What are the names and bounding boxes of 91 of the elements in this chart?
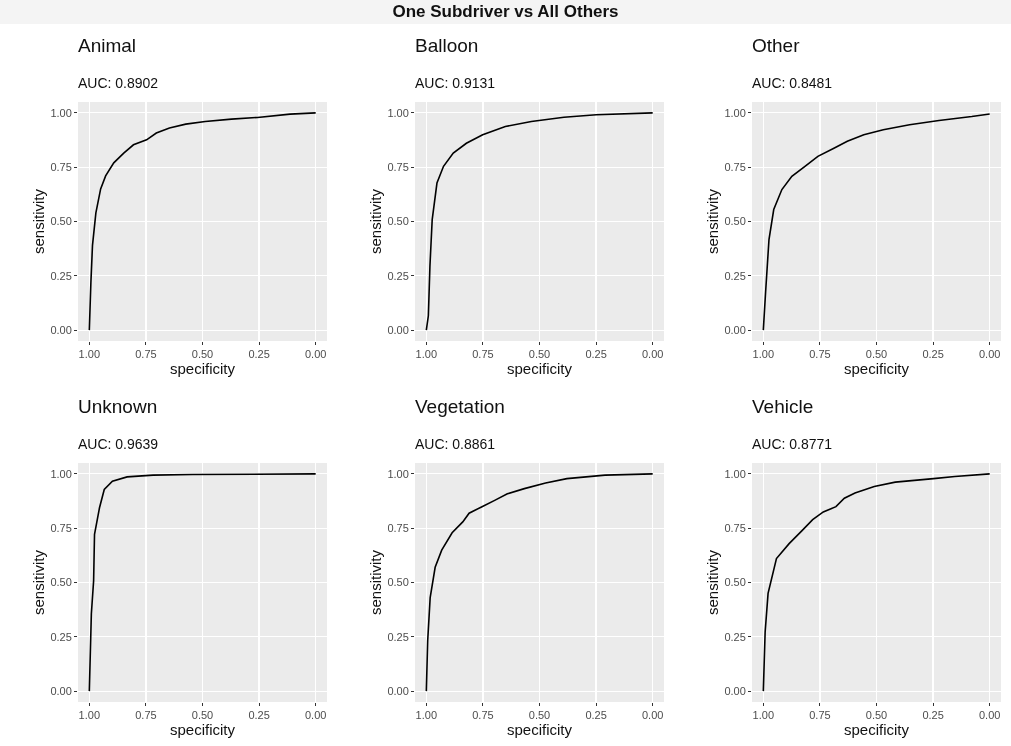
y-tick-label: 0.50 (387, 215, 409, 228)
chart-title: Animal (78, 34, 137, 56)
x-tick-label: 0.25 (922, 709, 944, 722)
y-tick-label: 0.25 (50, 269, 72, 282)
y-axis-title: sensitivity (366, 549, 384, 616)
y-tick-label: 1.00 (50, 106, 72, 119)
y-tick-label: 0.50 (724, 576, 746, 589)
x-tick-label: 0.00 (304, 709, 327, 722)
x-tick-label: 0.25 (922, 348, 944, 361)
chart-title: Balloon (415, 34, 479, 56)
x-tick-label: 0.50 (865, 709, 888, 722)
y-tick-label: 0.50 (387, 576, 409, 589)
chart-subtitle: AUC: 0.9639 (78, 435, 159, 452)
y-tick-label: 0.50 (50, 215, 72, 228)
y-tick-label: 0.25 (50, 630, 72, 643)
line-series (88, 112, 317, 331)
chart-title: Other (752, 34, 801, 56)
x-tick-label: 0.50 (865, 348, 888, 361)
x-tick-label: 0.75 (472, 709, 494, 722)
x-tick-label: 0.25 (248, 348, 270, 361)
y-tick-label: 0.00 (724, 684, 746, 697)
x-tick-label: 0.75 (809, 709, 831, 722)
y-tick-label: 1.00 (724, 106, 746, 119)
x-tick-label: 0.00 (304, 348, 327, 361)
chart-title: Vegetation (415, 395, 505, 417)
x-tick-label: 1.00 (752, 348, 775, 361)
y-tick-label: 0.00 (50, 323, 72, 336)
chart-subtitle: AUC: 0.8902 (78, 74, 159, 91)
y-tick-label: 0.50 (724, 215, 746, 228)
text: One Subdriver vs All Others (0, 0, 1011, 25)
x-tick-label: 0.00 (978, 348, 1001, 361)
x-tick-label: 0.50 (528, 709, 551, 722)
x-axis-title: specificity (506, 360, 573, 378)
x-tick-label: 0.25 (585, 348, 607, 361)
y-tick-label: 1.00 (724, 467, 746, 480)
x-axis-title: specificity (506, 721, 573, 739)
y-tick-label: 0.75 (50, 161, 72, 174)
chart-subtitle: AUC: 0.8861 (415, 435, 496, 452)
line-series (425, 112, 654, 331)
x-tick-label: 1.00 (752, 709, 775, 722)
x-tick-label: 0.75 (472, 348, 494, 361)
x-tick-label: 0.75 (135, 348, 157, 361)
x-tick-label: 0.00 (641, 709, 664, 722)
x-tick-label: 0.25 (248, 709, 270, 722)
y-tick-label: 0.00 (387, 323, 409, 336)
y-axis-title: sensitivity (366, 188, 384, 255)
y-tick-label: 1.00 (387, 467, 409, 480)
x-tick-label: 0.50 (528, 348, 551, 361)
x-tick-label: 1.00 (415, 709, 438, 722)
y-tick-label: 0.75 (387, 522, 409, 535)
y-tick-label: 0.75 (724, 522, 746, 535)
y-tick-label: 0.00 (50, 684, 72, 697)
x-axis-title: specificity (843, 721, 910, 739)
y-tick-label: 1.00 (50, 467, 72, 480)
chart-subtitle: AUC: 0.8771 (752, 435, 833, 452)
y-tick-label: 0.25 (724, 269, 746, 282)
x-tick-label: 0.00 (978, 709, 1001, 722)
y-axis-title: sensitivity (29, 188, 47, 255)
x-tick-label: 1.00 (78, 709, 101, 722)
x-axis-title: specificity (843, 360, 910, 378)
x-axis-title: specificity (169, 721, 236, 739)
x-tick-label: 0.50 (191, 348, 214, 361)
line-series (425, 473, 654, 692)
y-axis-title: sensitivity (703, 188, 721, 255)
y-tick-label: 0.75 (387, 161, 409, 174)
y-tick-label: 0.50 (50, 576, 72, 589)
y-axis-title: sensitivity (29, 549, 47, 616)
y-axis-title: sensitivity (703, 549, 721, 616)
x-tick-label: 0.25 (585, 709, 607, 722)
y-tick-label: 0.00 (724, 323, 746, 336)
line-series (88, 473, 317, 692)
x-tick-label: 0.75 (809, 348, 831, 361)
x-tick-label: 1.00 (415, 348, 438, 361)
y-tick-label: 0.25 (387, 269, 409, 282)
chart-title: Vehicle (752, 395, 814, 417)
x-axis-title: specificity (169, 360, 236, 378)
chart-subtitle: AUC: 0.9131 (415, 74, 496, 91)
x-tick-label: 0.00 (641, 348, 664, 361)
y-tick-label: 0.25 (724, 630, 746, 643)
chart-title: Unknown (78, 395, 158, 417)
y-tick-label: 0.00 (387, 684, 409, 697)
y-tick-label: 0.75 (724, 161, 746, 174)
line-series (762, 473, 991, 692)
x-tick-label: 0.50 (191, 709, 214, 722)
y-tick-label: 0.75 (50, 522, 72, 535)
x-tick-label: 1.00 (78, 348, 101, 361)
y-tick-label: 0.25 (387, 630, 409, 643)
chart-subtitle: AUC: 0.8481 (752, 74, 833, 91)
line-series (762, 113, 991, 331)
y-tick-label: 1.00 (387, 106, 409, 119)
x-tick-label: 0.75 (135, 709, 157, 722)
